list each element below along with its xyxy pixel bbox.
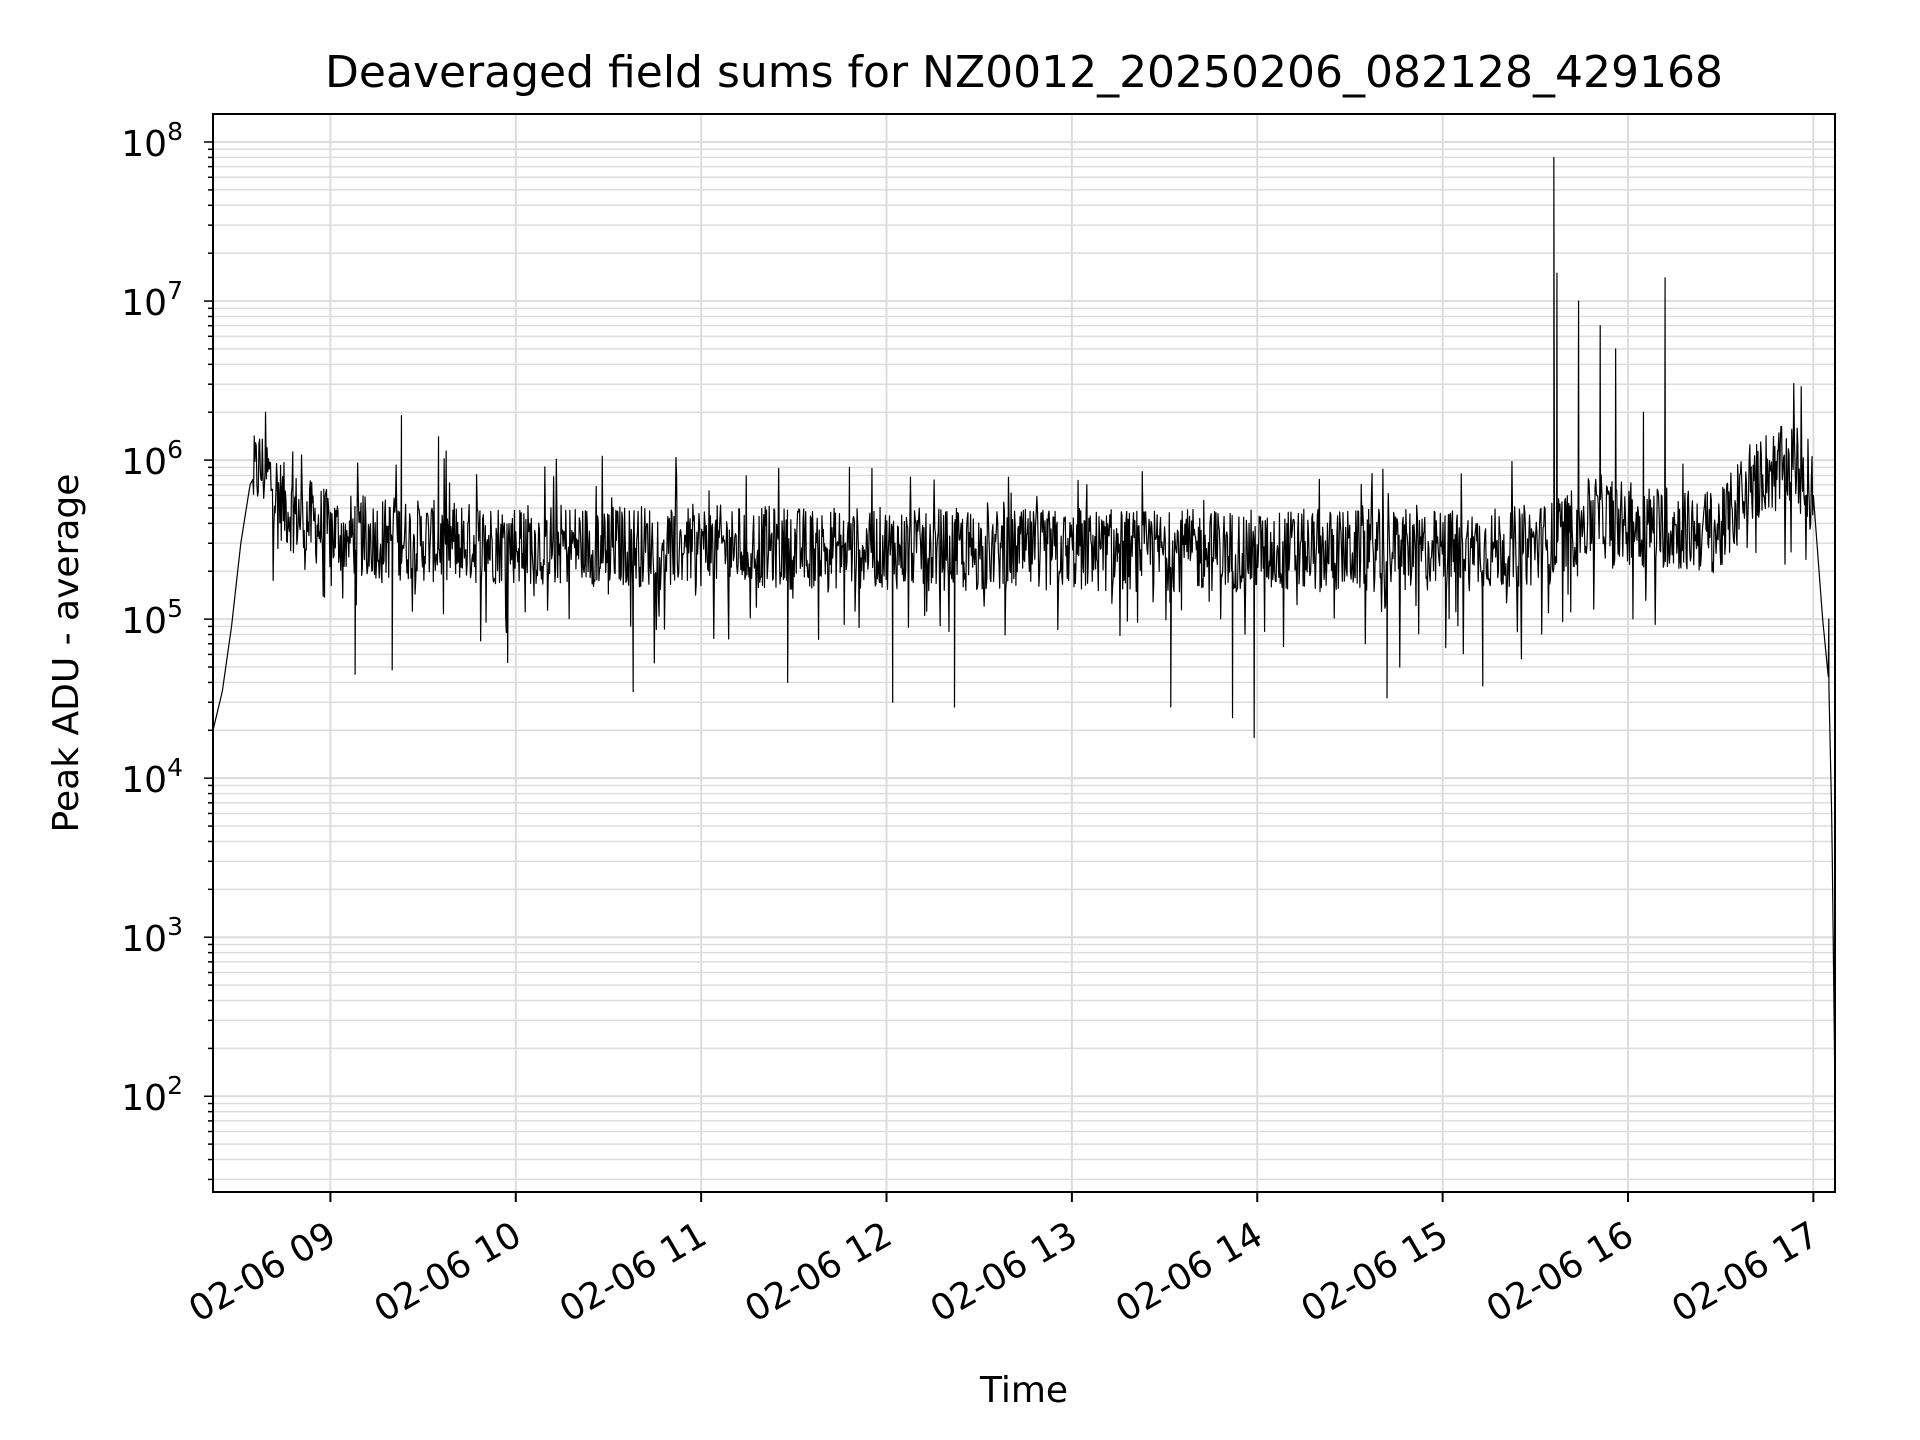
y-tick-label: 103: [121, 912, 183, 960]
y-tick-label: 104: [121, 753, 183, 801]
x-tick-label: 02-06 13: [924, 1214, 1085, 1330]
series-line: [212, 156, 1836, 1097]
plot-area: [212, 156, 1836, 1097]
x-tick-label: 02-06 15: [1294, 1214, 1455, 1330]
y-tick-label: 107: [121, 276, 183, 324]
x-tick-label: 02-06 17: [1665, 1214, 1826, 1330]
x-tick-label: 02-06 11: [553, 1214, 714, 1330]
x-tick-label: 02-06 12: [738, 1214, 899, 1330]
chart-title: Deaveraged field sums for NZ0012_2025020…: [325, 47, 1723, 98]
y-axis-label: Peak ADU - average: [46, 474, 87, 833]
x-tick-label: 02-06 09: [182, 1214, 343, 1330]
x-tick-label: 02-06 16: [1480, 1214, 1641, 1330]
x-tick-label: 02-06 14: [1109, 1214, 1270, 1330]
grid: [213, 114, 1835, 1192]
y-tick-label: 106: [121, 435, 183, 483]
y-axis: 102 103 104 105 106 107 108: [121, 117, 213, 1181]
y-tick-label: 105: [121, 594, 183, 642]
y-tick-label: 108: [121, 117, 183, 165]
x-axis-label: Time: [979, 1370, 1068, 1411]
x-axis: 02-06 09 02-06 10 02-06 11 02-06 12 02-06 13…: [182, 1192, 1826, 1331]
plot-frame: [212, 113, 1836, 1193]
y-tick-label: 102: [121, 1071, 183, 1119]
x-tick-label: 02-06 10: [368, 1214, 529, 1330]
